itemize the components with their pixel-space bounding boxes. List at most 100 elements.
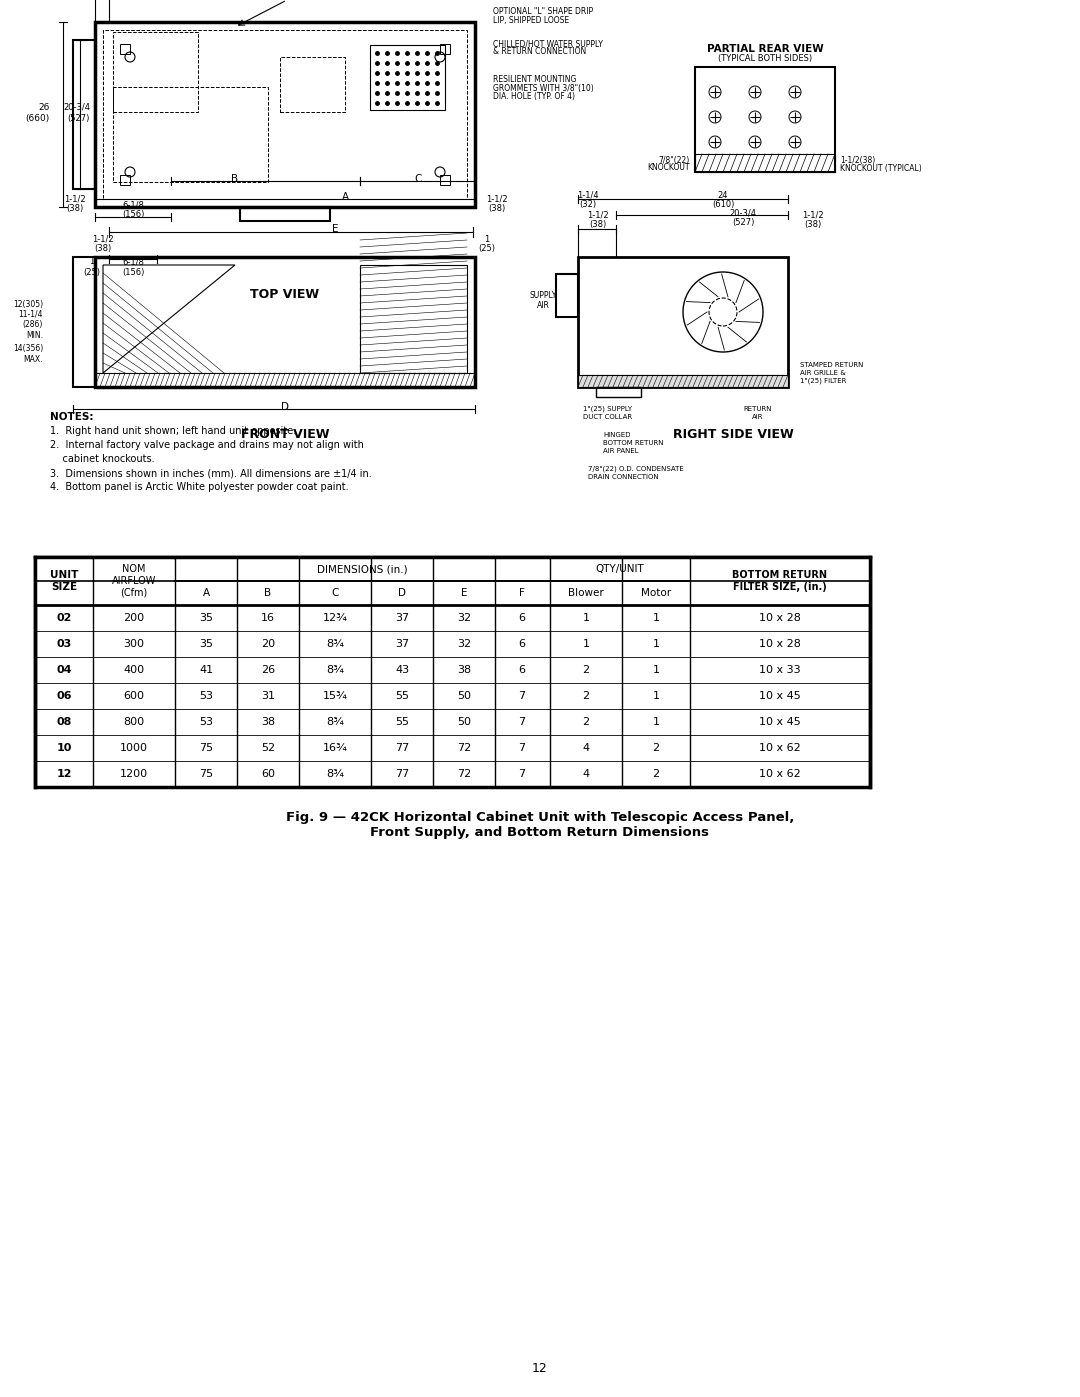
Text: 55: 55 (395, 692, 409, 701)
Text: 1: 1 (652, 717, 660, 726)
Text: 8¾: 8¾ (326, 717, 345, 726)
Text: 50: 50 (457, 692, 471, 701)
Text: 72: 72 (457, 768, 471, 780)
Text: F: F (519, 588, 525, 598)
Text: 77: 77 (395, 743, 409, 753)
Text: 7/8"(22): 7/8"(22) (659, 155, 690, 165)
Text: 26: 26 (261, 665, 275, 675)
Text: E: E (461, 588, 468, 598)
Text: B: B (265, 588, 271, 598)
Text: RIGHT SIDE VIEW: RIGHT SIDE VIEW (673, 429, 794, 441)
Text: 12¾: 12¾ (323, 613, 348, 623)
Text: 1-1/2: 1-1/2 (92, 235, 113, 243)
Text: Motor: Motor (640, 588, 671, 598)
Text: QTY/UNIT: QTY/UNIT (596, 564, 645, 574)
Text: 2.  Internal factory valve package and drains may not align with: 2. Internal factory valve package and dr… (50, 440, 364, 450)
Text: HINGED: HINGED (603, 432, 631, 439)
Text: B: B (231, 175, 239, 184)
Text: D: D (399, 588, 406, 598)
Text: DIMENSIONS (in.): DIMENSIONS (in.) (316, 564, 407, 574)
Text: MIN.: MIN. (26, 331, 43, 341)
Text: 37: 37 (395, 613, 409, 623)
Text: 1: 1 (582, 638, 590, 650)
Text: AIR: AIR (753, 414, 764, 420)
Text: (38): (38) (488, 204, 505, 214)
Text: 32: 32 (457, 638, 471, 650)
Text: 1: 1 (90, 257, 95, 267)
Text: NOM
AIRFLOW
(Cfm): NOM AIRFLOW (Cfm) (112, 564, 157, 598)
Text: 08: 08 (56, 717, 71, 726)
Text: (25): (25) (478, 244, 496, 253)
Bar (36, 557, 92, 604)
Text: 4: 4 (582, 743, 590, 753)
Text: 20-3/4: 20-3/4 (729, 208, 756, 218)
Text: KNOCKOUT: KNOCKOUT (648, 163, 690, 172)
Text: Blower: Blower (568, 588, 604, 598)
Text: 72: 72 (457, 743, 471, 753)
Text: 10 x 62: 10 x 62 (759, 768, 801, 780)
Bar (73, 257, 95, 387)
Text: C: C (415, 175, 421, 184)
Text: 06: 06 (56, 692, 71, 701)
Text: 10 x 62: 10 x 62 (759, 743, 801, 753)
Text: (38): (38) (94, 244, 111, 253)
Text: 14(356): 14(356) (13, 344, 43, 352)
Text: (156): (156) (122, 211, 145, 219)
Text: 300: 300 (123, 638, 145, 650)
Text: KNOCKOUT (TYPICAL): KNOCKOUT (TYPICAL) (840, 163, 921, 172)
Text: 2: 2 (582, 665, 590, 675)
Text: & RETURN CONNECTION: & RETURN CONNECTION (492, 47, 586, 56)
Text: 2: 2 (652, 768, 660, 780)
Text: Fig. 9 — 42CK Horizontal Cabinet Unit with Telescopic Access Panel,
Front Supply: Fig. 9 — 42CK Horizontal Cabinet Unit wi… (286, 812, 794, 840)
Text: 75: 75 (199, 768, 213, 780)
Text: RETURN: RETURN (744, 407, 772, 412)
Text: (156): (156) (122, 267, 145, 277)
Bar (578, 257, 788, 387)
Text: E: E (332, 224, 338, 235)
Text: (527): (527) (68, 115, 90, 123)
Bar (176, 557, 549, 580)
Bar (556, 274, 578, 317)
Text: 77: 77 (395, 768, 409, 780)
Text: 1: 1 (582, 613, 590, 623)
Bar (696, 67, 835, 172)
Bar (35, 557, 870, 787)
Text: 1: 1 (652, 613, 660, 623)
Text: (38): (38) (805, 221, 822, 229)
Bar (551, 557, 689, 580)
Text: 800: 800 (123, 717, 145, 726)
Text: 16: 16 (261, 613, 275, 623)
Bar (120, 175, 130, 184)
Text: 75: 75 (199, 743, 213, 753)
Text: (527): (527) (732, 218, 754, 228)
Bar (94, 557, 174, 604)
Text: 43: 43 (395, 665, 409, 675)
Text: (660): (660) (26, 115, 50, 123)
Text: FRONT VIEW: FRONT VIEW (241, 429, 329, 441)
Text: 600: 600 (123, 692, 145, 701)
Text: DUCT COLLAR: DUCT COLLAR (583, 414, 632, 420)
Text: LIP, SHIPPED LOOSE: LIP, SHIPPED LOOSE (492, 15, 569, 25)
Text: 53: 53 (199, 717, 213, 726)
Text: MAX.: MAX. (24, 355, 43, 365)
Bar (95, 257, 475, 387)
Text: A: A (202, 588, 210, 598)
Text: 1-1/2: 1-1/2 (64, 194, 85, 204)
Text: 2: 2 (582, 692, 590, 701)
Text: 1"(25) FILTER: 1"(25) FILTER (800, 377, 847, 384)
Text: 4: 4 (582, 768, 590, 780)
Text: 10: 10 (56, 743, 71, 753)
Text: 200: 200 (123, 613, 145, 623)
Text: 400: 400 (123, 665, 145, 675)
Text: SUPPLY: SUPPLY (529, 292, 556, 300)
Text: 26: 26 (39, 102, 50, 112)
Text: 1: 1 (652, 665, 660, 675)
Text: CHILLED/HOT WATER SUPPLY: CHILLED/HOT WATER SUPPLY (492, 39, 603, 49)
Text: 20-3/4: 20-3/4 (63, 102, 90, 112)
Text: 1-1/2: 1-1/2 (588, 211, 609, 219)
Text: TOP VIEW: TOP VIEW (251, 289, 320, 302)
Text: 1-1/4: 1-1/4 (577, 190, 598, 200)
Text: (38): (38) (66, 204, 83, 214)
Text: GROMMETS WITH 3/8"(10): GROMMETS WITH 3/8"(10) (492, 84, 594, 92)
Text: 6-1/8: 6-1/8 (122, 257, 144, 267)
